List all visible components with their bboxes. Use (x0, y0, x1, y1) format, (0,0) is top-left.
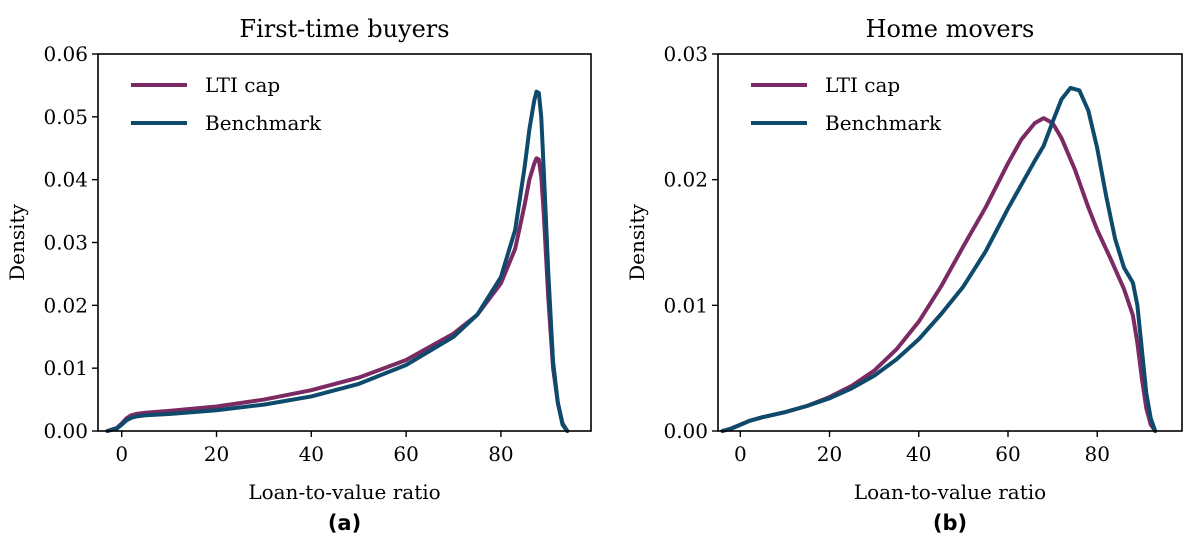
x-tick-label: 40 (906, 442, 931, 466)
legend-label: LTI cap (825, 73, 900, 97)
chart-title: First-time buyers (239, 15, 449, 43)
x-tick-label: 80 (488, 442, 513, 466)
legend-label: Benchmark (205, 111, 322, 135)
x-tick-label: 0 (115, 442, 128, 466)
x-tick-label: 60 (995, 442, 1020, 466)
chart-title: Home movers (866, 15, 1035, 43)
series-line-benchmark (105, 89, 570, 433)
y-axis-label: Density (5, 203, 29, 280)
panel-b: 0 20 40 60 80 0.00 0.01 0.02 0.03 Home movers Loan… (625, 15, 1183, 535)
y-tick-label: 0.06 (43, 42, 88, 66)
y-tick-label: 0.03 (663, 42, 708, 66)
legend-label: Benchmark (825, 111, 942, 135)
y-axis-label: Density (625, 203, 649, 280)
x-axis-label: Loan-to-value ratio (854, 480, 1046, 504)
x-tick-label: 40 (299, 442, 324, 466)
x-tick-label: 80 (1085, 442, 1110, 466)
y-tick-label: 0.01 (43, 356, 88, 380)
legend: LTI cap Benchmark (131, 73, 322, 135)
y-tick-label: 0.05 (43, 105, 88, 129)
y-tick-label: 0.01 (663, 293, 708, 317)
x-tick-label: 20 (204, 442, 229, 466)
legend-label: LTI cap (205, 73, 280, 97)
y-tick-label: 0.02 (663, 168, 708, 192)
axes-frame (717, 53, 1183, 432)
y-tick-label: 0.02 (43, 293, 88, 317)
x-axis-label: Loan-to-value ratio (248, 480, 440, 504)
series-line-lti-cap (720, 116, 1158, 433)
y-tick-label: 0.00 (663, 419, 708, 443)
series-line-benchmark (720, 85, 1158, 433)
panel-a: 0 20 40 60 80 0.00 0.01 0.02 0.03 0.04 0.05 0.06 Fir… (5, 15, 592, 535)
y-tick-label: 0.03 (43, 231, 88, 255)
panel-label: (b) (933, 511, 967, 535)
panel-label: (a) (328, 511, 361, 535)
x-tick-label: 0 (734, 442, 747, 466)
y-tick-label: 0.00 (43, 419, 88, 443)
x-tick-label: 60 (393, 442, 418, 466)
x-tick-label: 20 (817, 442, 842, 466)
legend: LTI cap Benchmark (751, 73, 942, 135)
y-tick-label: 0.04 (43, 168, 88, 192)
